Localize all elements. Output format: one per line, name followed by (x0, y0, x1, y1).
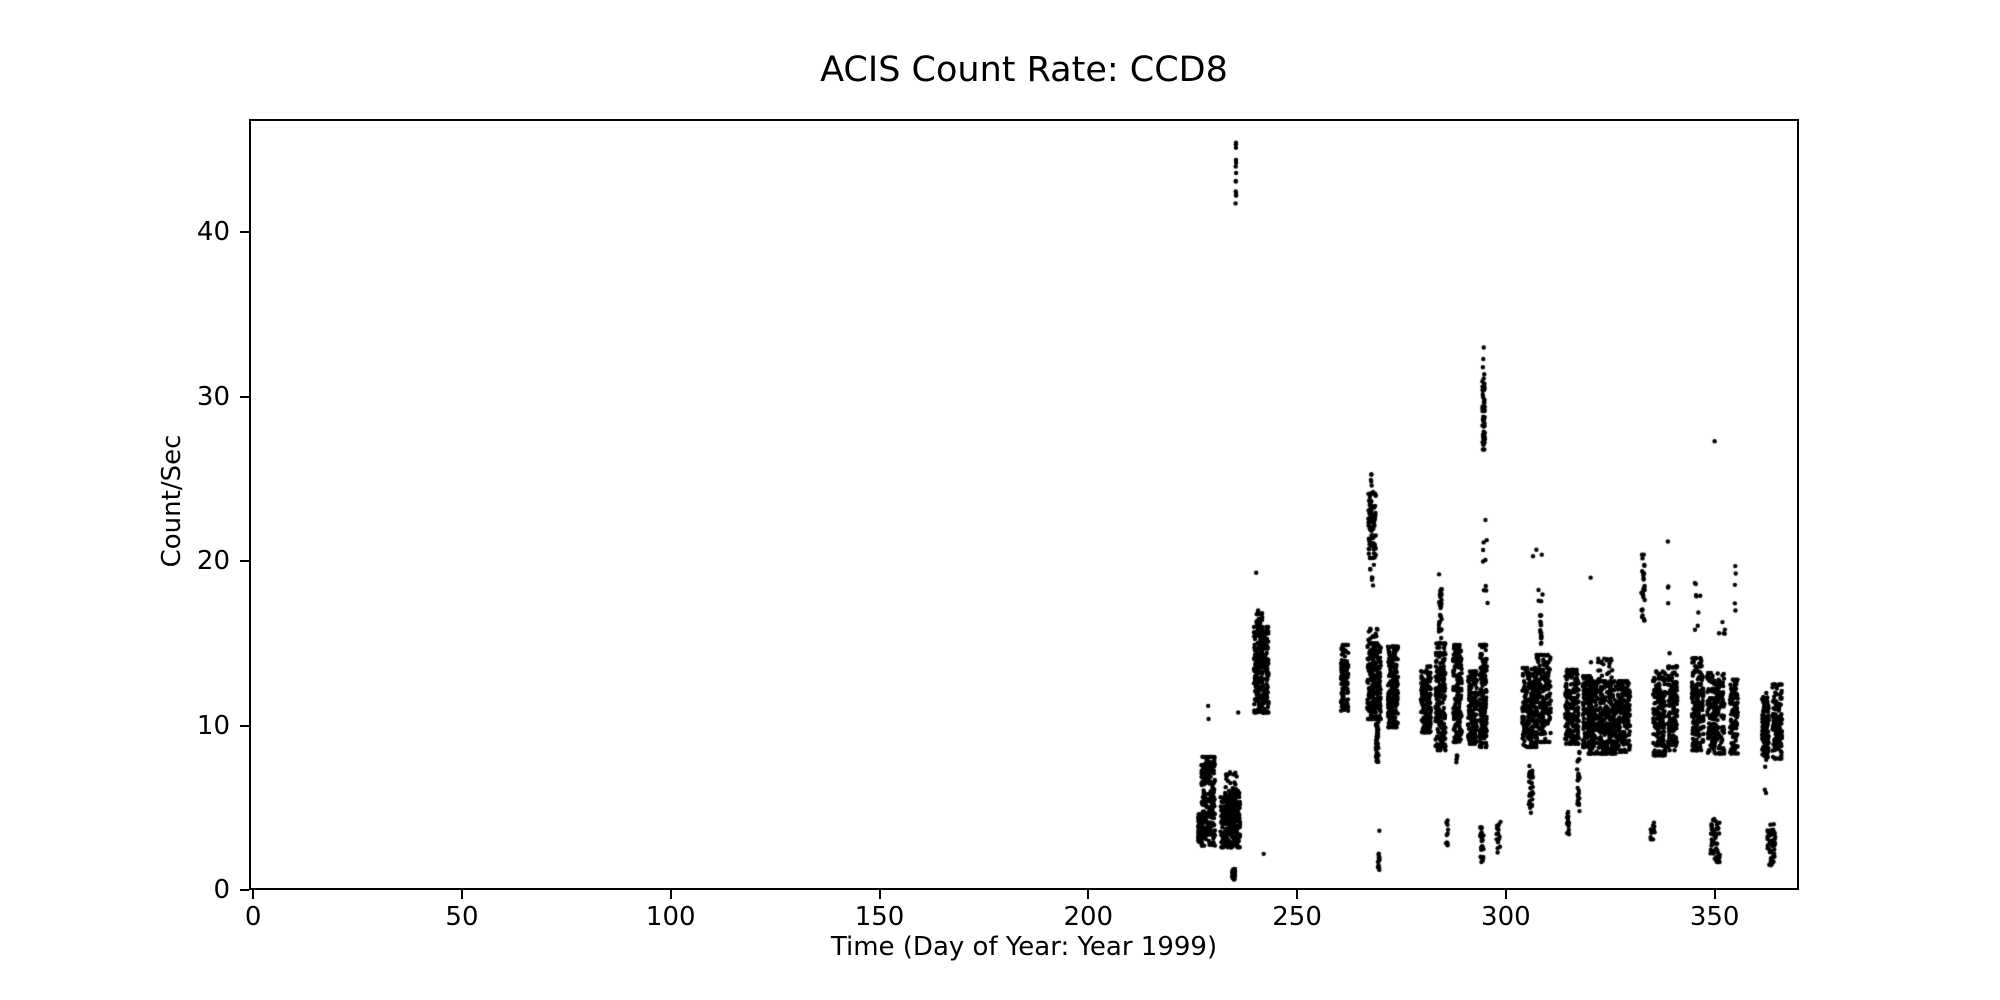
x-tick (669, 890, 672, 899)
y-tick (240, 724, 249, 727)
x-tick-label: 100 (645, 902, 696, 932)
x-tick-label: 150 (854, 902, 905, 932)
x-axis-label: Time (Day of Year: Year 1999) (830, 932, 1218, 962)
y-tick-label: 10 (196, 710, 230, 741)
x-tick-label: 50 (445, 902, 479, 932)
x-tick-label: 300 (1481, 902, 1531, 932)
y-tick (240, 395, 249, 398)
y-tick-label: 20 (196, 546, 230, 577)
x-tick-label: 0 (244, 902, 262, 932)
y-tick-label: 0 (213, 875, 230, 905)
y-tick (240, 560, 249, 563)
x-tick (878, 890, 881, 899)
x-tick (1713, 890, 1716, 899)
x-tick-label: 250 (1272, 902, 1322, 932)
x-tick (460, 890, 463, 899)
y-tick-label: 40 (196, 217, 230, 248)
y-tick (240, 231, 249, 234)
x-tick (1087, 890, 1090, 899)
x-tick-label: 200 (1063, 902, 1114, 932)
x-tick-label: 350 (1689, 902, 1740, 932)
y-tick (240, 889, 249, 891)
y-tick-label: 30 (196, 381, 230, 412)
x-tick (252, 890, 255, 899)
x-tick (1296, 890, 1299, 899)
x-tick (1504, 890, 1507, 899)
